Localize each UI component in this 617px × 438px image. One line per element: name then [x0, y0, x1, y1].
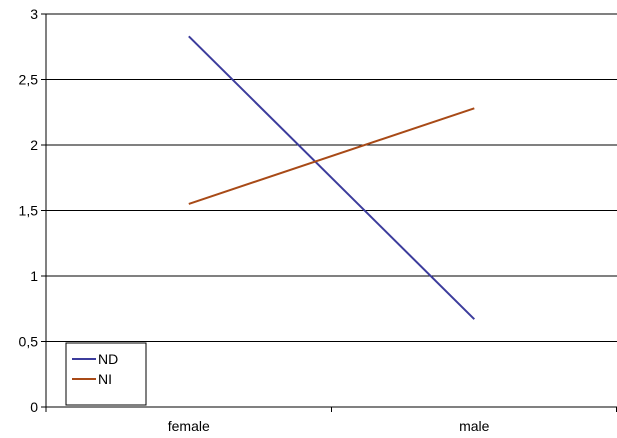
y-axis-ticks: 0 0,5 1 1,5 2 2,5 3 [19, 6, 46, 415]
y-tick-label: 1 [30, 268, 38, 284]
y-tick-label: 0 [30, 399, 38, 415]
y-tick-label: 2,5 [19, 72, 39, 88]
series-lines [188, 35, 476, 320]
x-tick-label: male [459, 418, 490, 434]
legend-label: NI [98, 371, 112, 387]
gridlines [46, 13, 617, 342]
y-tick-label: 1,5 [19, 203, 39, 219]
legend-label: ND [98, 351, 118, 367]
legend: ND NI [65, 342, 147, 406]
y-tick-label: 0,5 [19, 334, 39, 350]
legend-box [65, 342, 147, 406]
y-tick-label: 3 [30, 6, 38, 22]
y-tick-label: 2 [30, 137, 38, 153]
x-tick-label: female [168, 418, 210, 434]
series-line-ni [188, 107, 475, 205]
x-axis-ticks: female male [45, 407, 617, 434]
series-line-nd [188, 35, 476, 320]
